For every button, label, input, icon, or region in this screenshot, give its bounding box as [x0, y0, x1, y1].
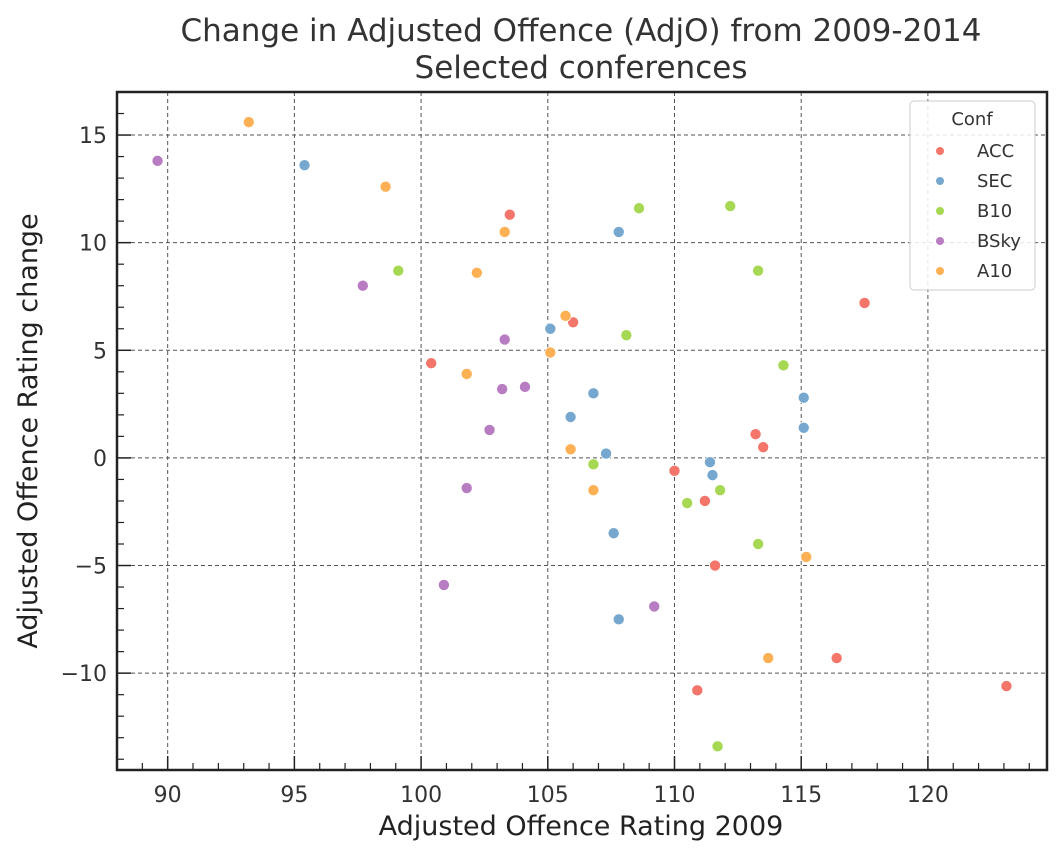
data-point	[830, 652, 843, 665]
y-tick-label: 0	[93, 447, 107, 472]
data-point	[460, 482, 473, 495]
data-point	[298, 159, 311, 172]
series-acc	[425, 208, 1013, 697]
y-tick-label: 15	[79, 124, 107, 149]
legend-label: A10	[977, 261, 1012, 282]
y-axis-label: Adjusted Offence Rating change	[13, 213, 44, 648]
data-point	[483, 423, 496, 436]
data-point	[800, 550, 813, 563]
legend-label: ACC	[977, 141, 1014, 162]
data-point	[698, 494, 711, 507]
y-tick-label: −10	[61, 662, 107, 687]
x-tick-label: 90	[154, 783, 182, 808]
data-point	[460, 367, 473, 380]
data-point	[668, 464, 681, 477]
data-point	[564, 443, 577, 456]
legend: Conf ACC SEC B10 BSky A10	[909, 100, 1036, 291]
data-point	[544, 346, 557, 359]
x-tick-label: 105	[527, 783, 569, 808]
y-tick-label: −5	[75, 555, 107, 580]
chart-subtitle: Selected conferences	[415, 50, 748, 86]
data-point	[714, 484, 727, 497]
data-point	[496, 383, 509, 396]
data-point	[1000, 680, 1013, 693]
minor-ticks	[116, 91, 1030, 770]
data-point	[612, 225, 625, 238]
data-point	[425, 357, 438, 370]
data-point	[437, 578, 450, 591]
series-a10	[242, 116, 813, 665]
x-tick-label: 100	[400, 783, 442, 808]
series-sec	[298, 159, 810, 626]
data-point	[757, 441, 770, 454]
x-tick-label: 95	[280, 783, 308, 808]
grid	[117, 92, 1047, 770]
data-point	[242, 116, 255, 129]
data-point	[620, 329, 633, 342]
legend-marker	[936, 237, 944, 245]
data-point	[858, 296, 871, 309]
data-point	[633, 202, 646, 215]
data-point	[600, 447, 613, 460]
data-point	[379, 180, 392, 193]
data-point	[587, 484, 600, 497]
legend-marker	[936, 177, 944, 185]
data-point	[797, 421, 810, 434]
x-tick-label: 115	[780, 783, 822, 808]
chart-title: Change in Adjusted Offence (AdjO) from 2…	[181, 13, 982, 49]
data-point	[749, 428, 762, 441]
data-point	[503, 208, 516, 221]
major-ticks	[117, 134, 929, 770]
legend-marker	[936, 147, 944, 155]
legend-label: BSky	[977, 231, 1021, 252]
x-tick-labels: 90 95 100 105 110 115 120	[154, 783, 949, 808]
x-tick-label: 110	[653, 783, 695, 808]
y-tick-label: 10	[79, 232, 107, 257]
data-point	[681, 497, 694, 510]
data-point	[706, 469, 719, 482]
data-point	[564, 411, 577, 424]
legend-title: Conf	[951, 109, 993, 130]
scatter-points	[151, 116, 1013, 753]
legend-marker	[936, 207, 944, 215]
data-point	[356, 279, 369, 292]
data-point	[559, 309, 572, 322]
legend-marker	[936, 267, 944, 275]
data-point	[587, 387, 600, 400]
data-point	[648, 600, 661, 613]
data-point	[703, 456, 716, 469]
data-point	[392, 264, 405, 277]
data-point	[709, 559, 722, 572]
data-point	[777, 359, 790, 372]
series-bsky	[151, 154, 661, 613]
data-point	[752, 538, 765, 551]
data-point	[612, 613, 625, 626]
data-point	[711, 740, 724, 753]
data-point	[518, 380, 531, 393]
plot-frame	[115, 90, 1049, 772]
data-point	[544, 322, 557, 335]
data-point	[762, 652, 775, 665]
data-point	[498, 225, 511, 238]
data-point	[498, 333, 511, 346]
legend-label: B10	[977, 201, 1012, 222]
data-point	[470, 266, 483, 279]
series-b10	[392, 200, 790, 753]
data-point	[691, 684, 704, 697]
data-point	[752, 264, 765, 277]
data-point	[567, 316, 580, 329]
data-point	[607, 527, 620, 540]
data-point	[797, 391, 810, 404]
data-point	[587, 458, 600, 471]
y-tick-labels: −10 −5 0 5 10 15	[61, 124, 107, 687]
legend-label: SEC	[977, 171, 1012, 192]
y-tick-label: 5	[93, 339, 107, 364]
data-point	[724, 200, 737, 213]
x-tick-label: 120	[907, 783, 949, 808]
data-point	[151, 154, 164, 167]
x-axis-label: Adjusted Offence Rating 2009	[379, 811, 784, 842]
